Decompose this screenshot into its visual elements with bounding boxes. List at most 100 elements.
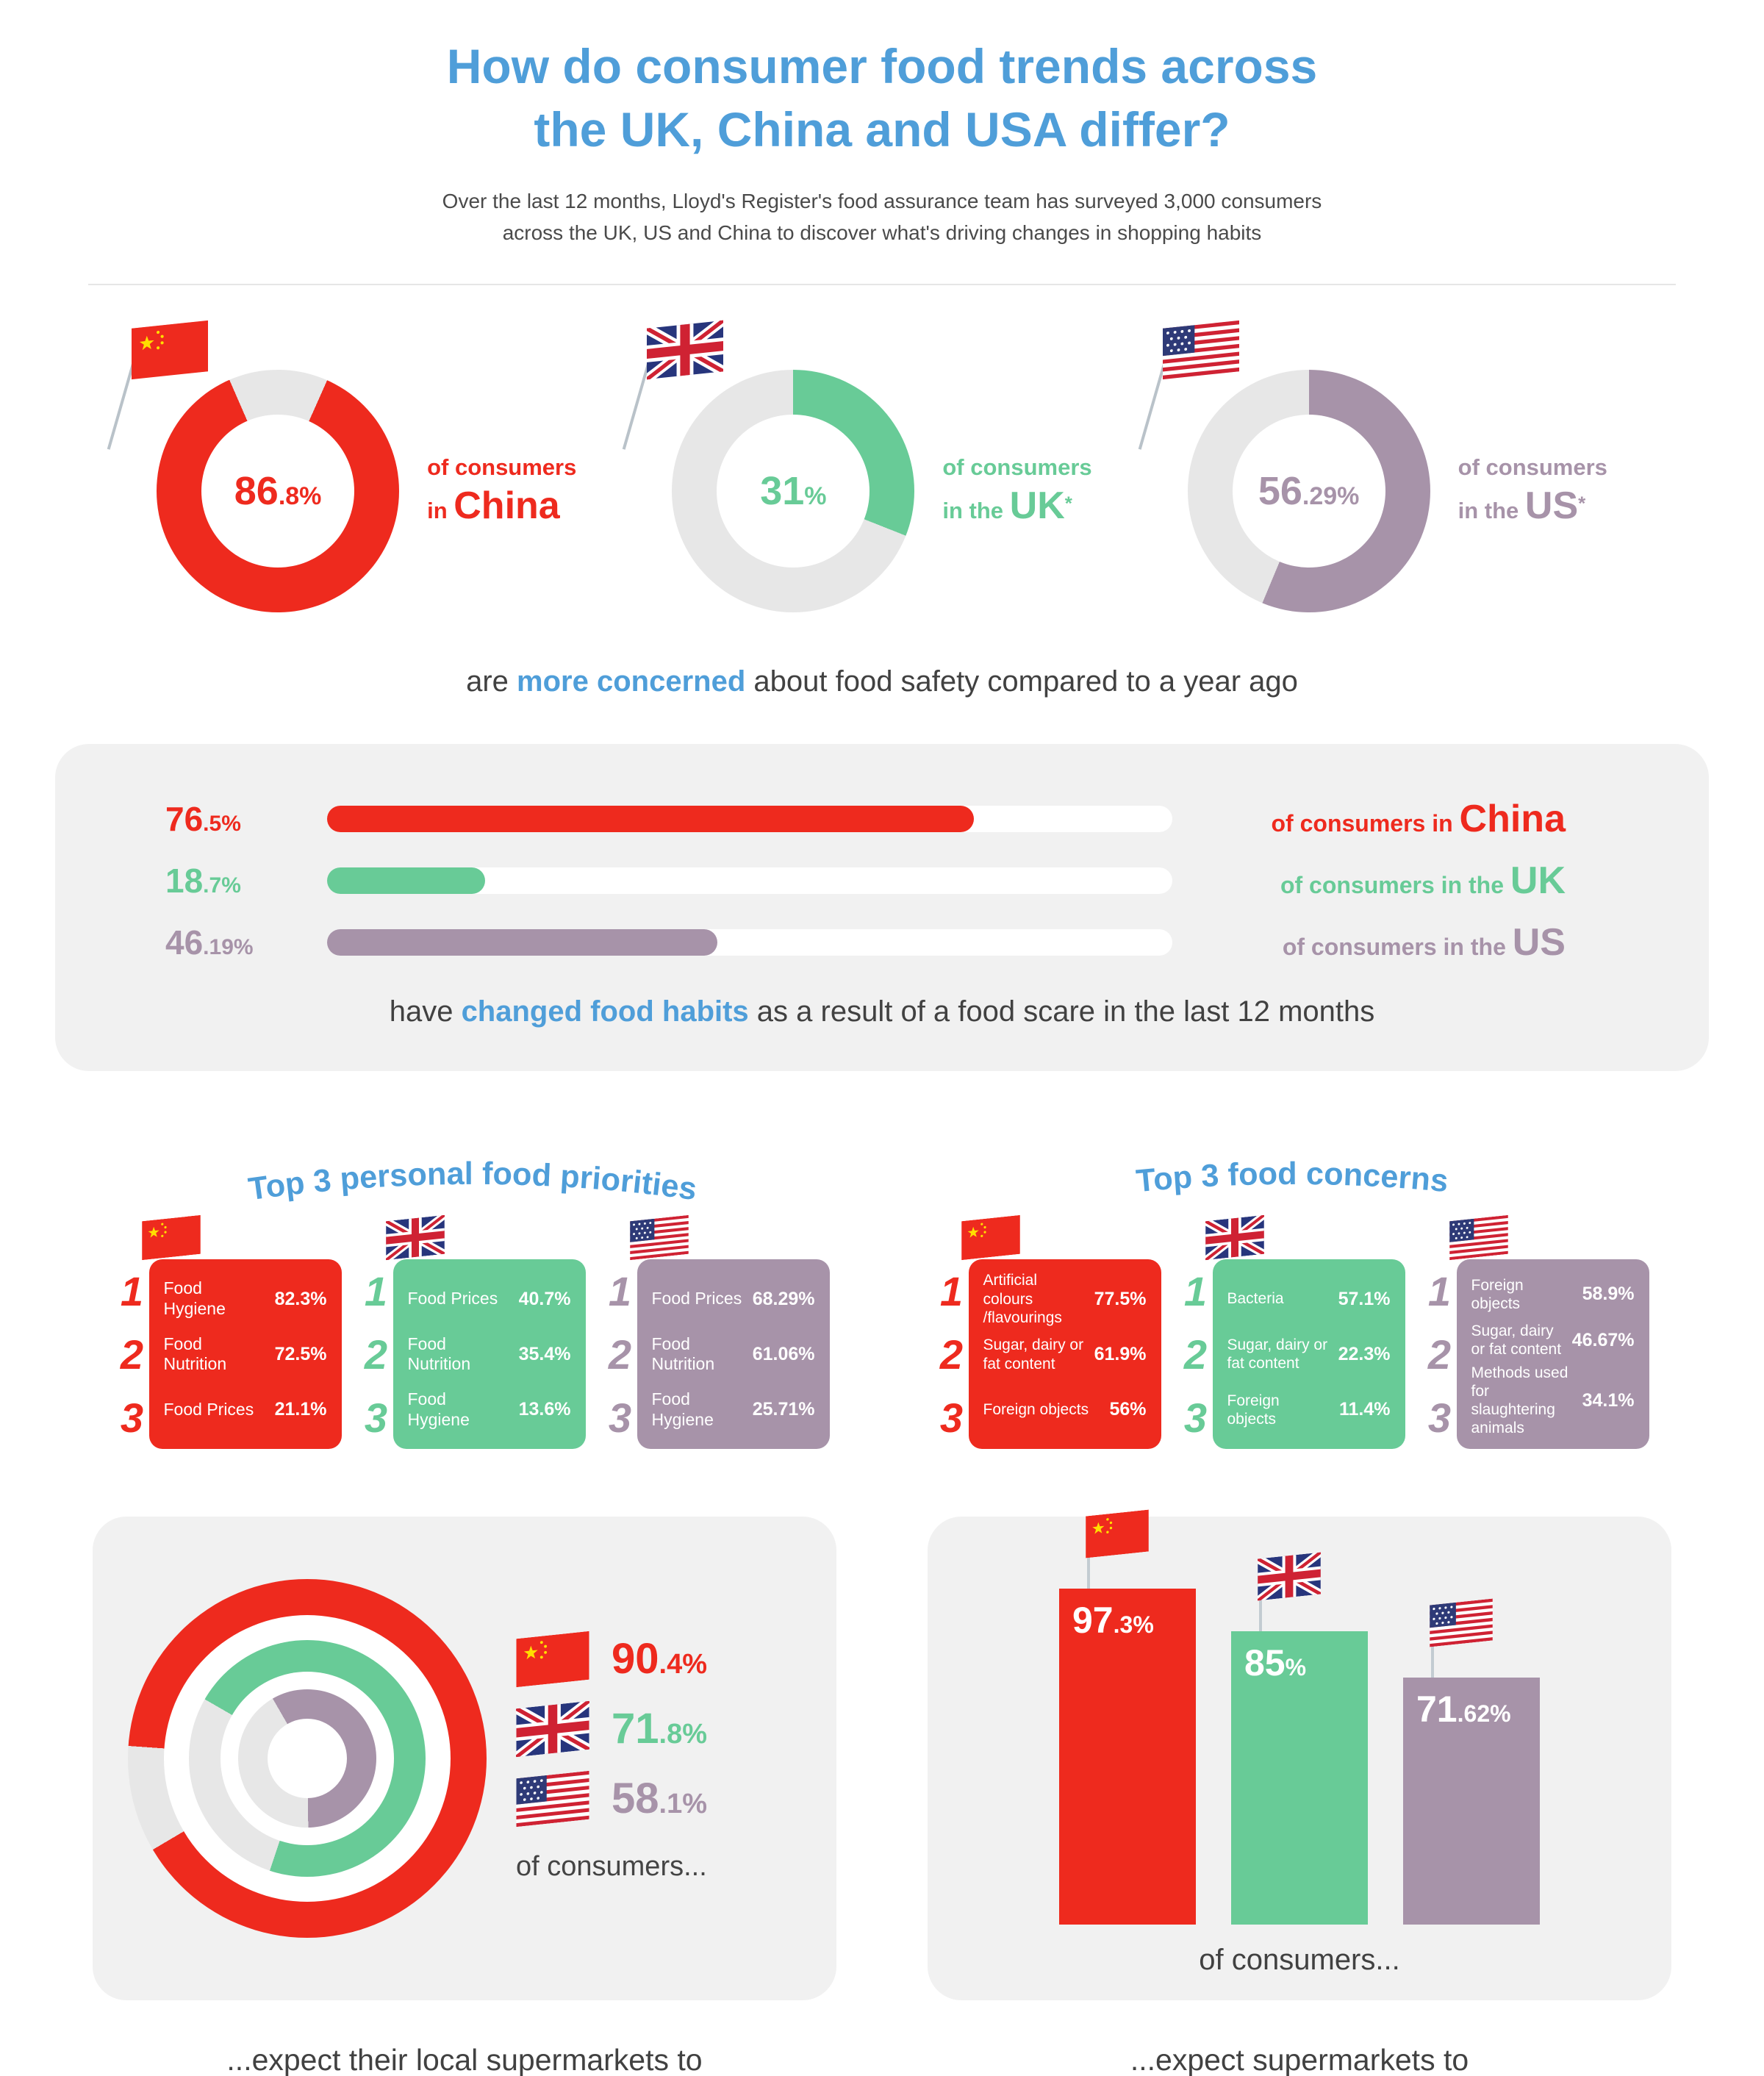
rank-3: 3 [608, 1394, 632, 1441]
priorities-uk-card-wrap: Food Prices 40.7% Food Nutrition 35.4% Foo… [393, 1259, 586, 1450]
china-sustainable-value: 97.3% [1072, 1600, 1154, 1642]
rank-1: 1 [364, 1267, 388, 1314]
uk-flag-icon [1205, 1215, 1264, 1260]
uk-flag-icon [1258, 1552, 1321, 1600]
us-bar-flagpole [1430, 1602, 1493, 1678]
concerns-group: Top 3 food concerns 1 2 3 Artificial col… [904, 1137, 1679, 1450]
rank-1: 1 [120, 1267, 144, 1314]
china-flagpole [107, 321, 212, 451]
label-of-consumers: of consumers [1458, 454, 1607, 481]
rank-numbers: 1 2 3 [603, 1259, 637, 1449]
concerns-cards: 1 2 3 Artificial colours /flavourings 77.… [904, 1259, 1679, 1450]
uk-foodscare-bar [327, 867, 486, 895]
concerns-china-unit: 1 2 3 Artificial colours /flavourings 77.… [935, 1259, 1161, 1450]
concerns-title: Top 3 food concerns [1134, 1156, 1449, 1199]
ingredients-panel: 90.4% 71.8% 58.1% of consumers... [93, 1517, 836, 2001]
china-flag-icon [132, 321, 208, 380]
rank-2: 2 [364, 1331, 388, 1378]
ring-center [268, 1719, 347, 1799]
us-flag-icon [1449, 1215, 1508, 1260]
sustainable-bars: 97.3% 85% 71.62% [1059, 1579, 1540, 1925]
china-ingredients-ring [128, 1579, 487, 1939]
ingredients-of-consumers: of consumers... [516, 1851, 707, 1883]
concerns-uk-card: Bacteria 57.1% Sugar, dairy or fat conten… [1212, 1259, 1405, 1450]
title-line-1: How do consumer food trends across [446, 39, 1318, 93]
uk-foodscare-track [327, 867, 1172, 895]
priorities-china-card-wrap: Food Hygiene 82.3% Food Nutrition 72.5% Fo… [149, 1259, 342, 1450]
uk-concern-value: 31% [760, 469, 827, 514]
rank-1: 1 [939, 1267, 964, 1314]
ingredients-caption: ...expect their local supermarkets to kn… [226, 2043, 703, 2076]
uk-concern-label: of consumers in the UK* [942, 454, 1091, 528]
label-of-consumers: of consumers [942, 454, 1092, 481]
rank-3: 3 [1183, 1394, 1208, 1441]
priorities-us-unit: 1 2 3 Food Prices 68.29% Food Nutrition 61… [603, 1259, 830, 1450]
subtitle: Over the last 12 months, Lloyd's Registe… [0, 185, 1764, 249]
priorities-uk-unit: 1 2 3 Food Prices 40.7% Food Nutrition 35.… [359, 1259, 586, 1450]
china-foodscare-bar [327, 806, 974, 833]
china-concern-group: 86.8% of consumers in China [107, 370, 577, 613]
concerns-uk-unit: 1 2 3 Bacteria 57.1% Sugar, dairy or fat … [1179, 1259, 1405, 1450]
uk-ingredients-value: 71.8% [612, 1705, 707, 1753]
bottom-captions: ...expect their local supermarkets to kn… [0, 2039, 1764, 2076]
us-flag-icon [1430, 1598, 1493, 1647]
rank-numbers: 1 2 3 [1179, 1259, 1213, 1449]
us-flagpole [1138, 321, 1244, 451]
card-row: Foreign objects 11.4% [1227, 1392, 1391, 1428]
us-foodscare-bar [327, 929, 718, 956]
rank-1: 1 [1427, 1267, 1452, 1314]
rank-1: 1 [1183, 1267, 1208, 1314]
china-concern-donut: 86.8% [157, 370, 400, 613]
concern-caption: are more concerned about food safety com… [466, 665, 1298, 698]
priorities-us-card-wrap: Food Prices 68.29% Food Nutrition 61.06% F… [637, 1259, 830, 1450]
china-sustainable-bar: 97.3% [1059, 1589, 1196, 1925]
label-country: in the US* [1458, 484, 1586, 528]
china-ingredients-value: 90.4% [612, 1635, 707, 1683]
card-row: Food Hygiene 25.71% [651, 1389, 815, 1429]
china-donut-hole: 86.8% [201, 415, 355, 568]
uk-legend-row: 71.8% [516, 1704, 707, 1753]
label-of-consumers: of consumers [427, 454, 577, 481]
bottom-section: 90.4% 71.8% 58.1% of consumers... [0, 1517, 1764, 2001]
china-concern-value: 86.8% [234, 469, 322, 514]
flagpole-line [1259, 1597, 1262, 1631]
ingredients-legend: 90.4% 71.8% 58.1% of consumers... [516, 1634, 707, 1883]
card-row: Food Nutrition 35.4% [407, 1334, 571, 1374]
us-foodscare-label: of consumers in the US [1282, 921, 1566, 964]
us-concern-donut: 56.29% [1187, 370, 1430, 613]
card-row: Sugar, dairy or fat content 22.3% [1227, 1336, 1391, 1372]
concerns-china-card-wrap: Artificial colours /flavourings 77.5% Sug… [969, 1259, 1161, 1450]
china-legend-row: 90.4% [516, 1634, 707, 1683]
rank-2: 2 [1183, 1331, 1208, 1378]
uk-flag-icon [516, 1701, 589, 1758]
label-country: in the UK* [942, 484, 1072, 528]
concerns-uk-card-wrap: Bacteria 57.1% Sugar, dairy or fat conten… [1212, 1259, 1405, 1450]
us-foodscare-value: 46.19% [165, 923, 254, 962]
card-row: Foreign objects 56% [983, 1399, 1147, 1420]
rank-numbers: 1 2 3 [1423, 1259, 1457, 1449]
subtitle-line-1: Over the last 12 months, Lloyd's Registe… [442, 189, 1322, 212]
us-sustainable-bar: 71.62% [1403, 1678, 1540, 1925]
china-foodscare-label: of consumers in China [1271, 798, 1566, 841]
header-divider [88, 284, 1676, 286]
uk-flag-icon [386, 1215, 445, 1260]
flagpole-line [1431, 1643, 1434, 1678]
rank-numbers: 1 2 3 [115, 1259, 149, 1449]
us-flag-icon [1163, 321, 1239, 380]
subtitle-line-2: across the UK, US and China to discover … [502, 221, 1262, 244]
us-flag-icon [630, 1215, 689, 1260]
rank-2: 2 [608, 1331, 632, 1378]
concerns-us-card: Foreign objects 58.9% Sugar, dairy or fat… [1456, 1259, 1649, 1450]
card-row: Food Prices 40.7% [407, 1288, 571, 1309]
us-foodscare-row: 46.19% of consumers in the US [114, 920, 1650, 964]
svg-text:Top 3 food concerns: Top 3 food concerns [1134, 1156, 1449, 1199]
rankings-section: Top 3 personal food priorities 1 2 3 Foo… [0, 1137, 1764, 1450]
ring-gap [220, 1672, 394, 1846]
uk-donut-hole: 31% [717, 415, 870, 568]
china-flag-icon [142, 1215, 201, 1260]
china-flag-icon [516, 1631, 589, 1688]
card-row: Bacteria 57.1% [1227, 1288, 1391, 1309]
us-sustainable-value: 71.62% [1416, 1688, 1511, 1730]
uk-flagpole [623, 324, 728, 451]
